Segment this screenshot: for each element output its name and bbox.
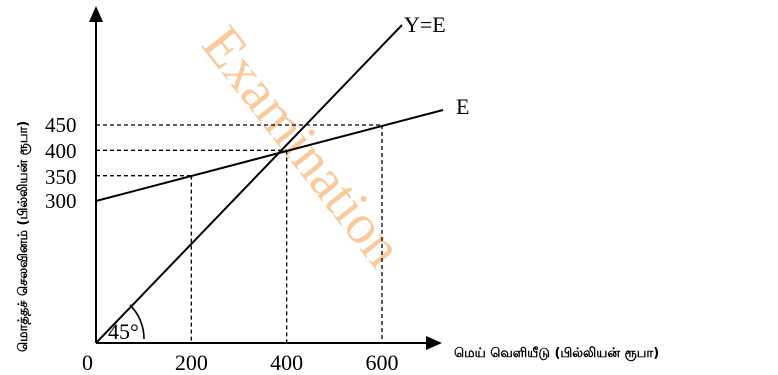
x-tick-label-600: 600 — [366, 350, 399, 375]
series-line-e — [95, 109, 444, 202]
y-tick-label-300: 300 — [45, 189, 77, 213]
series-label-y-equals-e: Y=E — [404, 12, 446, 37]
series-lines: Y=E E — [95, 12, 469, 344]
y-tick-label-450: 450 — [45, 113, 77, 137]
x-axis-arrow — [426, 336, 442, 350]
series-line-y-equals-e — [95, 24, 403, 344]
angle-label: 45° — [108, 319, 139, 344]
x-tick-label-400: 400 — [270, 350, 303, 375]
y-tick-label-400: 400 — [45, 139, 77, 163]
angle-arc — [129, 304, 145, 340]
reference-lines — [96, 124, 383, 343]
origin-label: 0 — [82, 350, 93, 375]
y-tick-label-350: 350 — [45, 165, 77, 189]
series-label-e: E — [456, 94, 469, 119]
y-axis-arrow — [89, 6, 103, 22]
axes — [89, 6, 442, 350]
y-axis-label: மொத்தச் செலவினம் (பில்லியன் ரூபா) — [16, 121, 31, 352]
x-tick-label-200: 200 — [175, 350, 208, 375]
x-axis-label: மெய் வெளியீடு (பில்லியன் ரூபா) — [454, 345, 659, 361]
